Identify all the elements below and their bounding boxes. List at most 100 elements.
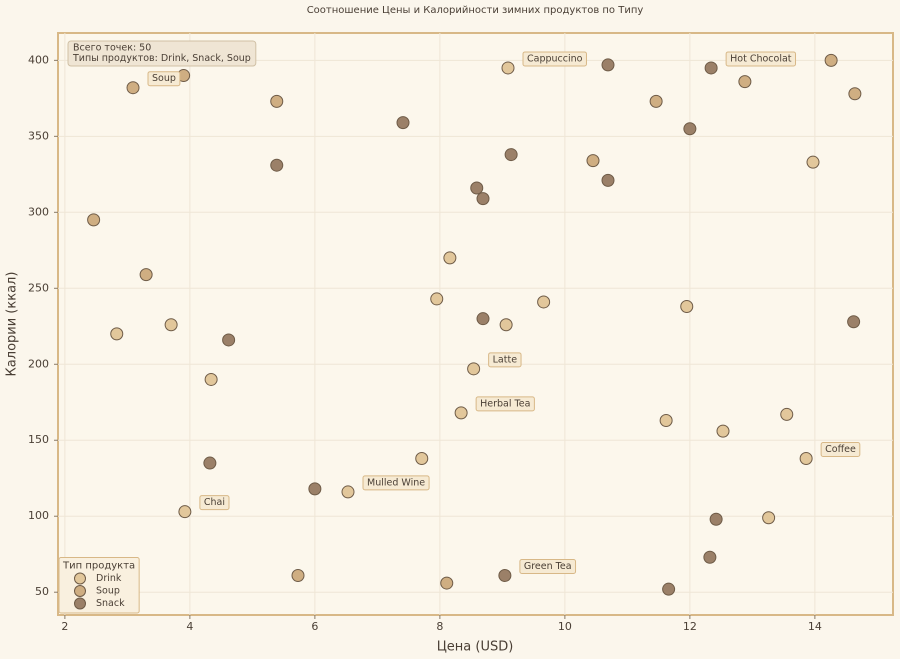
point (499, 318, 513, 332)
y-tick-label: 300 (28, 205, 49, 218)
x-axis-label: Цена (USD) (437, 640, 514, 655)
info-box-frame (67, 40, 257, 67)
annotation-text: Latte (493, 354, 518, 365)
point (709, 512, 723, 526)
annotation-box (199, 495, 230, 511)
point (601, 173, 615, 187)
plot-area (57, 32, 894, 616)
point (341, 485, 355, 499)
annotation-box (522, 51, 587, 67)
annotation-text: Herbal Tea (480, 398, 530, 409)
point (659, 413, 673, 427)
point (430, 292, 444, 306)
y-tick-label: 100 (28, 509, 49, 522)
point (683, 122, 697, 136)
legend-label: Drink (96, 573, 122, 584)
point (440, 576, 454, 590)
point (806, 155, 820, 169)
point (716, 424, 730, 438)
point (454, 406, 468, 420)
annotation: Latte (488, 352, 522, 368)
point (704, 61, 718, 75)
annotation: Herbal Tea (475, 396, 535, 412)
info-text: Всего точек: 50 (73, 43, 151, 54)
point (476, 312, 490, 326)
annotation-text: Hot Chocolat (730, 53, 792, 64)
annotation-box (362, 475, 430, 491)
point (470, 181, 484, 195)
point (139, 268, 153, 282)
point (703, 550, 717, 564)
point (537, 295, 551, 309)
point (87, 213, 101, 227)
annotation-box (488, 352, 522, 368)
y-tick-label: 150 (28, 433, 49, 446)
point (222, 333, 236, 347)
annotation-text: Soup (152, 73, 176, 84)
point (270, 158, 284, 172)
annotation: Chai (199, 495, 230, 511)
point (203, 456, 217, 470)
x-tick-label: 12 (683, 620, 697, 633)
point (498, 568, 512, 582)
annotation: Coffee (820, 441, 861, 457)
annotation-box (725, 51, 797, 67)
legend-title: Тип продукта (62, 561, 135, 572)
x-tick-label: 8 (436, 620, 443, 633)
annotation: Green Tea (519, 558, 577, 574)
annotation: Cappuccino (522, 51, 587, 67)
chart-title: Соотношение Цены и Калорийности зимних п… (307, 5, 644, 16)
point (270, 94, 284, 108)
point (738, 75, 752, 89)
point (467, 362, 481, 376)
point (847, 315, 861, 329)
point (780, 407, 794, 421)
point (649, 94, 663, 108)
legend-marker (74, 572, 86, 585)
point (501, 61, 515, 75)
legend-marker (74, 585, 86, 597)
point (443, 251, 457, 265)
point (204, 372, 218, 386)
x-tick-label: 14 (808, 620, 822, 633)
annotation-box (519, 558, 577, 574)
point (680, 300, 694, 314)
info-text: Типы продуктов: Drink, Snack, Soup (72, 53, 251, 64)
point (799, 451, 813, 465)
point (396, 116, 410, 130)
y-tick-label: 350 (28, 129, 49, 142)
annotation-box (475, 396, 535, 412)
point (662, 582, 676, 596)
y-tick-label: 200 (28, 357, 49, 370)
y-tick-label: 250 (28, 281, 49, 294)
point (291, 568, 305, 582)
point (762, 511, 776, 525)
point (164, 318, 178, 332)
point (601, 58, 615, 72)
point (415, 451, 429, 465)
annotation-text: Green Tea (524, 561, 572, 572)
annotation-text: Chai (204, 497, 225, 508)
x-tick-label: 10 (558, 620, 572, 633)
legend-marker (74, 597, 86, 610)
point (586, 154, 600, 168)
annotation: Mulled Wine (362, 475, 430, 491)
point (178, 505, 192, 519)
point (476, 192, 490, 206)
x-tick-label: 2 (61, 620, 68, 633)
x-tick-label: 4 (186, 620, 193, 633)
annotation-text: Coffee (825, 444, 856, 455)
annotation-box (147, 71, 181, 87)
annotation-text: Mulled Wine (367, 477, 425, 488)
annotation-box (820, 441, 861, 457)
point (824, 53, 838, 67)
point (110, 327, 124, 341)
point (308, 482, 322, 496)
x-tick-label: 6 (311, 620, 318, 633)
y-axis-label: Калории (ккал) (5, 272, 20, 377)
point (126, 81, 140, 95)
annotation: Soup (147, 71, 181, 87)
